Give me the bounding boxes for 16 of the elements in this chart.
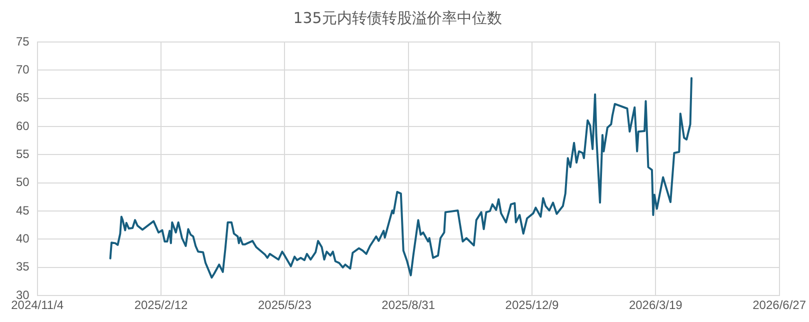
x-tick-label: 2025/8/31 [382,298,436,312]
y-tick-label: 40 [16,232,30,246]
y-tick-label: 50 [16,175,30,190]
x-tick-label: 2025/12/9 [505,298,560,312]
y-tick-label: 60 [16,118,30,133]
y-tick-label: 70 [16,62,30,76]
x-tick-label: 2025/5/23 [258,298,312,312]
y-tick-label: 45 [16,203,30,218]
y-tick-label: 65 [16,90,30,105]
y-tick-label: 35 [16,260,30,274]
chart-title: 135元内转债转股溢价率中位数 [293,8,502,27]
x-tick-label: 2026/6/27 [752,298,806,312]
x-tick-label: 2025/2/12 [134,298,188,312]
y-tick-label: 55 [16,147,30,162]
y-tick-label: 75 [16,34,30,48]
x-tick-label: 2026/3/19 [628,298,683,312]
